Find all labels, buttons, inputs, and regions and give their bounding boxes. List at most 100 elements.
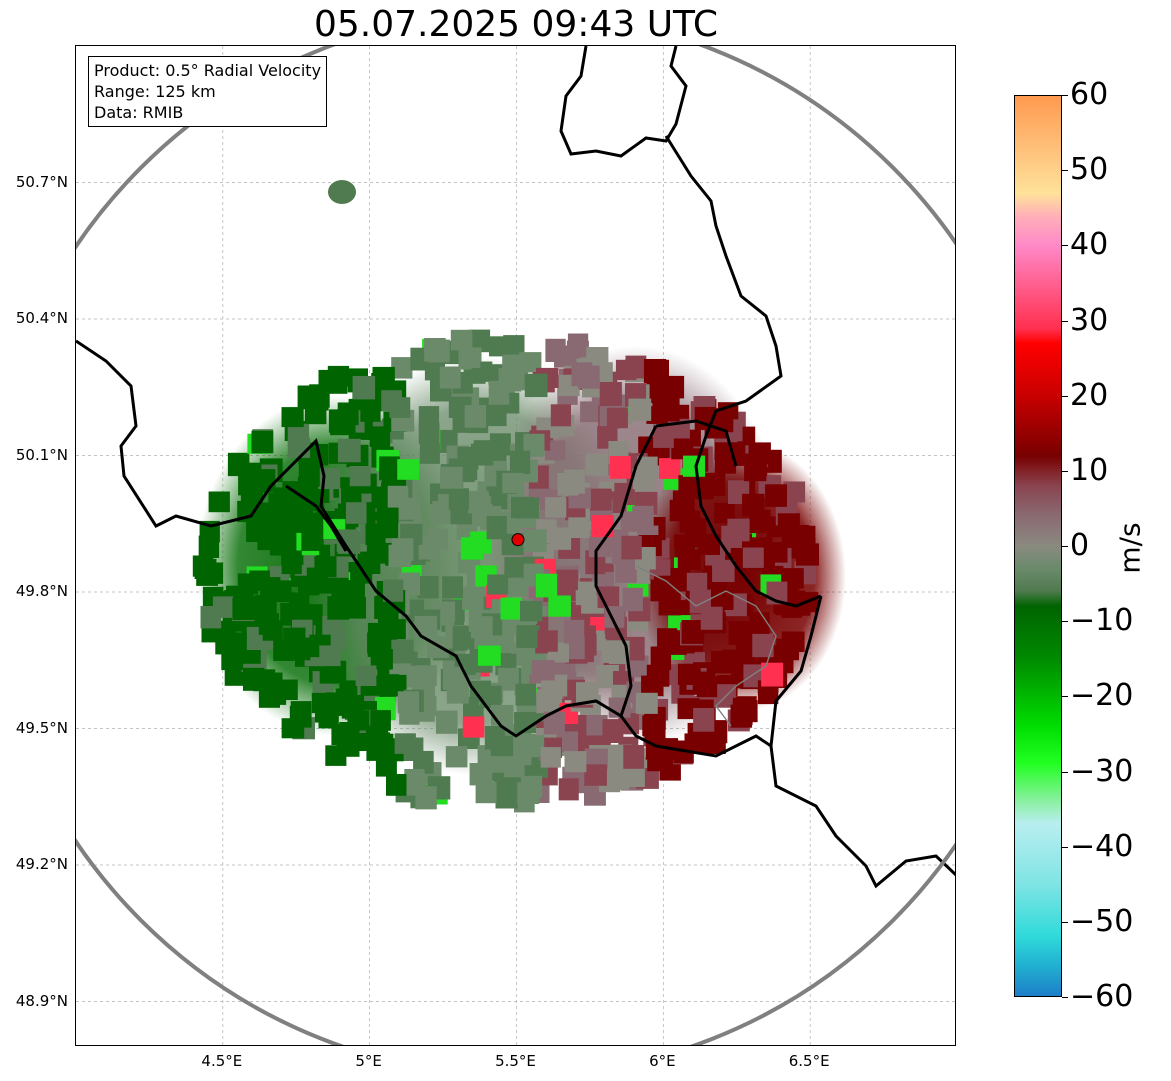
colorbar-tick-mark [1062,546,1068,547]
lat-tick-label: 50.1°N [15,445,68,464]
echo-speckle [289,592,310,617]
echo-speckle [752,633,774,658]
border-north [559,46,688,158]
echo-speckle [470,616,493,639]
echo-speckle [685,524,706,547]
echo-speckle [495,788,518,809]
echo-speckle [352,376,376,400]
echo-speckle [436,710,458,734]
echo-speckle [385,674,407,697]
colorbar-tick-label: 0 [1070,528,1090,563]
echo-speckle [414,615,438,637]
echo-speckle [712,559,735,582]
colorbar-tick-mark [1062,470,1068,472]
echo-speckle [399,572,420,596]
echo-speckle [693,708,715,732]
colorbar-tick-label: 30 [1070,302,1109,338]
echo-speckle [281,718,305,739]
echo-speckle [322,615,343,639]
echo-speckle [730,704,753,728]
border-lux-east [769,595,955,889]
echo-speckle [485,752,507,773]
echo-speckle [635,692,658,714]
echo-speckle [628,655,649,678]
echo-speckle [337,438,361,463]
echo-speckle [394,733,416,754]
colorbar-tick-label: 40 [1070,227,1109,263]
colorbar-tick-label: −40 [1070,828,1134,864]
echo-speckle [556,345,577,366]
echo-speckle [683,455,706,477]
echo-speckle [516,625,540,648]
echo-speckle [375,754,397,777]
echo-speckle [511,496,534,519]
echo-speckle [381,390,402,412]
echo-speckle [442,576,463,599]
echo-speckle [545,497,567,518]
echo-speckle [575,581,596,606]
echo-speckle [460,537,484,560]
echo-speckle [515,683,536,706]
echo-speckle [468,491,489,514]
echo-speckle [301,528,324,551]
echo-speckle [201,562,224,584]
lon-tick-label: 4.5°E [201,1052,243,1070]
map-title: 05.07.2025 09:43 UTC [313,4,719,45]
echo-speckle [742,547,764,568]
colorbar-tick-mark [1062,170,1068,172]
radar-map-canvas [76,46,955,1045]
echo-speckle [439,366,461,389]
echo-speckle [366,543,387,564]
echo-speckle [462,716,485,738]
echo-speckle [728,621,751,645]
echo-speckle [637,456,658,479]
lat-tick-label: 48.9°N [15,991,68,1010]
echo-speckle [327,365,350,387]
echo-speckle [628,398,652,421]
echo-speckle [615,359,637,381]
echo-speckle [221,647,244,671]
radar-echoes [192,180,846,813]
echo-speckle [520,775,543,798]
colorbar-unit-label: m/s [1113,522,1147,574]
echo-speckle [681,620,705,644]
echo-speckle [782,568,804,589]
echo-speckle [269,534,290,556]
lon-tick-label: 5°E [355,1052,382,1070]
lat-tick-label: 50.4°N [15,309,68,327]
echo-speckle [418,537,440,560]
echo-speckle [370,649,393,670]
echo-speckle [418,422,440,444]
echo-speckle [502,472,524,494]
echo-speckle [541,680,563,703]
echo-speckle [659,630,680,651]
echo-speckle [281,407,304,428]
echo-speckle [504,557,527,578]
echo-speckle [318,706,339,729]
echo-speckle [540,747,561,768]
echo-speckle [251,430,274,454]
echo-speckle [727,518,750,542]
border-lux [594,425,658,717]
info-range: Range: 125 km [94,82,216,101]
echo-speckle [314,556,337,578]
echo-speckle [623,745,645,769]
echo-speckle [325,745,347,766]
echo-speckle [475,781,497,804]
lat-tick-label: 49.8°N [15,582,68,600]
echo-speckle [497,667,519,691]
echo-speckle [700,606,723,630]
echo-speckle [345,597,366,619]
echo-speckle [378,606,399,629]
echo-speckle [671,438,694,460]
echo-speckle [488,380,510,405]
echo-speckle [761,662,784,687]
echo-speckle [550,404,571,427]
colorbar-tick-mark [1062,621,1068,623]
colorbar-tick-mark [1062,320,1068,322]
echo-speckle [711,651,734,674]
echo-speckle [520,600,543,622]
echo-speckle [500,597,522,620]
echo-speckle [240,462,262,484]
colorbar-tick-mark [1062,921,1068,923]
